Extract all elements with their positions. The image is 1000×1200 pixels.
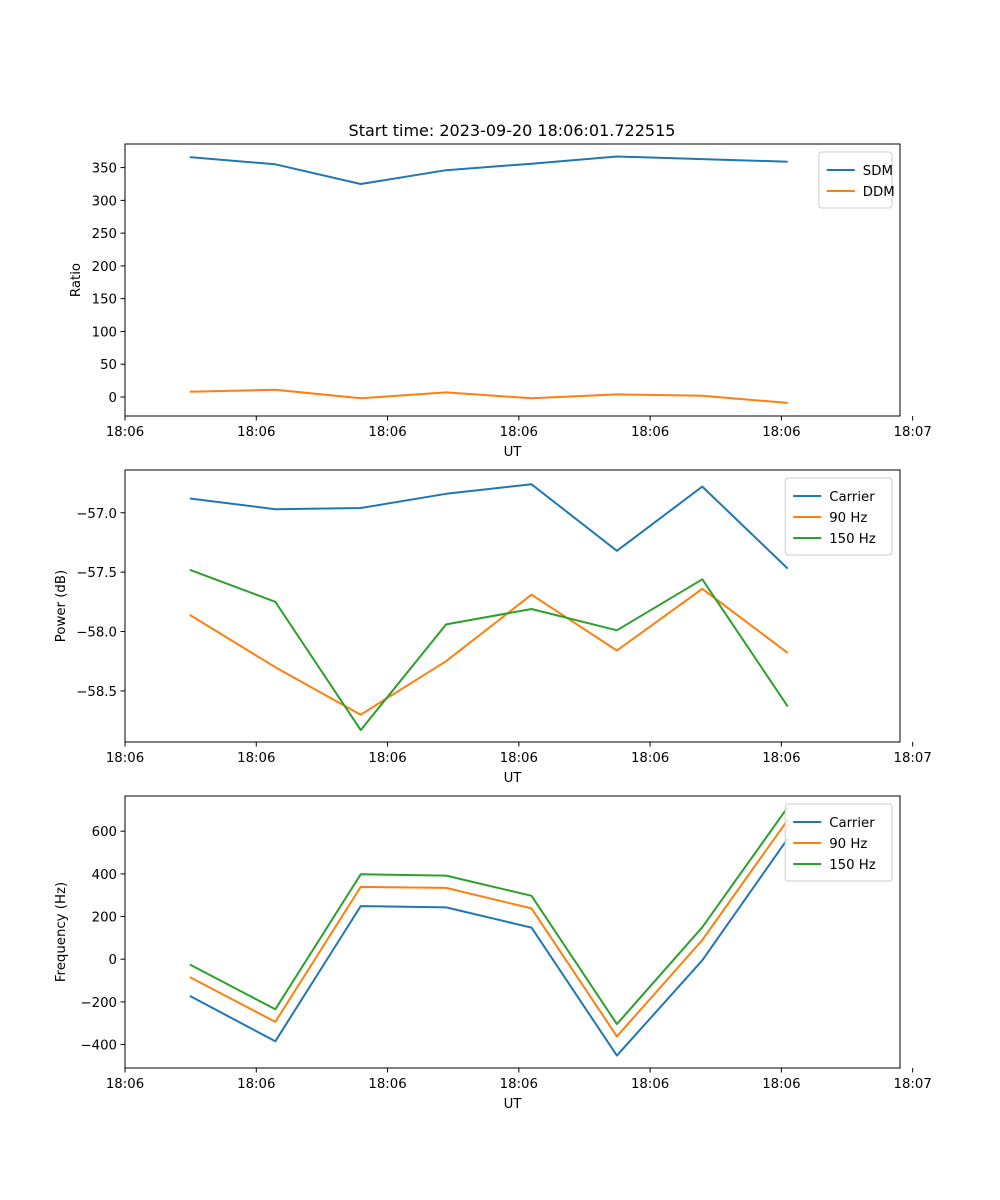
plot-frame [124, 469, 901, 743]
series-line-90-hz [189, 819, 789, 1038]
series-line-90-hz [189, 587, 789, 716]
x-tick-label: 18:06 [500, 1077, 538, 1092]
x-axis-label: UT [504, 445, 523, 460]
y-tick-label: −57.0 [76, 507, 117, 522]
x-tick-label: 18:06 [631, 1077, 669, 1092]
subplot-1: 18:06 18:06 18:06 18:06 18:06 18:06 18:07 0 50 10… [69, 143, 932, 460]
x-tick-label: 18:06 [762, 1077, 800, 1092]
y-tick-label: −400 [80, 1039, 117, 1054]
subplots: 18:06 18:06 18:06 18:06 18:06 18:06 18:07 0 50 10… [54, 143, 932, 1112]
subplot-2: 18:06 18:06 18:06 18:06 18:06 18:06 18:07 −57.0… [54, 469, 932, 786]
series-line-ddm [189, 388, 788, 404]
series-line-150-hz [189, 568, 789, 732]
x-tick-label: 18:06 [368, 751, 406, 766]
series-line-carrier [189, 483, 789, 570]
x-tick-label: 18:06 [368, 425, 406, 440]
x-tick-label: 18:06 [106, 425, 144, 440]
series-line-sdm [189, 155, 788, 185]
y-tick-label: −58.0 [76, 626, 117, 641]
x-tick-label: 18:06 [500, 751, 538, 766]
y-tick-label: 400 [92, 868, 117, 883]
x-axis-label: UT [504, 771, 523, 786]
legend-label: SDM [863, 164, 893, 179]
x-tick-label: 18:06 [762, 751, 800, 766]
y-axis-label: Power (dB) [54, 570, 69, 642]
legend-label: Carrier [829, 490, 875, 505]
y-tick-label: 300 [92, 194, 117, 209]
y-tick-label: 200 [92, 260, 117, 275]
legend-label: Carrier [829, 816, 875, 831]
series-line-150-hz [189, 806, 789, 1026]
legend-box [784, 477, 893, 556]
plot-frame [124, 143, 901, 417]
y-tick-label: −58.5 [76, 685, 117, 700]
legend-label: DDM [863, 185, 895, 200]
legend: SDM DDM [818, 151, 895, 209]
legend-label: 90 Hz [829, 837, 867, 852]
y-tick-label: 0 [109, 953, 117, 968]
y-tick-label: −200 [80, 996, 117, 1011]
y-axis-label: Ratio [69, 263, 84, 297]
y-tick-label: 50 [100, 358, 117, 373]
x-tick-label: 18:07 [893, 425, 931, 440]
y-tick-label: 200 [92, 911, 117, 926]
y-tick-label: 600 [92, 825, 117, 840]
x-tick-label: 18:06 [762, 425, 800, 440]
legend-label: 150 Hz [829, 858, 876, 873]
x-tick-label: 18:06 [106, 1077, 144, 1092]
legend-label: 150 Hz [829, 532, 876, 547]
x-tick-label: 18:06 [106, 751, 144, 766]
legend-box [818, 151, 893, 209]
x-tick-label: 18:06 [368, 1077, 406, 1092]
x-tick-label: 18:07 [893, 751, 931, 766]
y-tick-label: 0 [109, 391, 117, 406]
x-axis-label: UT [504, 1097, 523, 1112]
x-tick-label: 18:06 [631, 751, 669, 766]
y-tick-label: 150 [92, 293, 117, 308]
figure-title: Start time: 2023-09-20 18:06:01.722515 [349, 121, 676, 140]
x-tick-label: 18:06 [500, 425, 538, 440]
y-tick-label: 100 [92, 325, 117, 340]
x-tick-label: 18:07 [893, 1077, 931, 1092]
x-tick-label: 18:06 [237, 751, 275, 766]
legend-label: 90 Hz [829, 511, 867, 526]
y-tick-label: 350 [92, 162, 117, 177]
y-tick-label: −57.5 [76, 566, 117, 581]
legend-box [784, 803, 893, 882]
y-tick-label: 250 [92, 227, 117, 242]
series-line-carrier [189, 838, 789, 1057]
x-tick-label: 18:06 [237, 1077, 275, 1092]
plot-frame [124, 795, 901, 1069]
legend: Carrier 90 Hz 150 Hz [784, 803, 893, 882]
x-tick-label: 18:06 [237, 425, 275, 440]
x-tick-label: 18:06 [631, 425, 669, 440]
legend: Carrier 90 Hz 150 Hz [784, 477, 893, 556]
y-axis-label: Frequency (Hz) [54, 882, 69, 982]
subplot-3: 18:06 18:06 18:06 18:06 18:06 18:06 18:07 −400 −… [54, 795, 932, 1112]
